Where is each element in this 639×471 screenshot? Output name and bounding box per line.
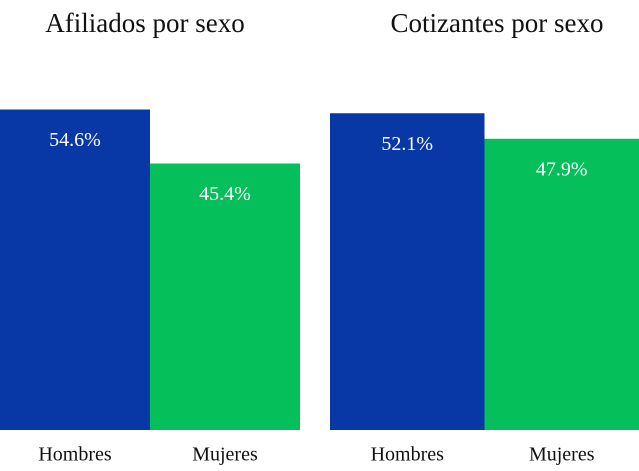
chart-title: Afiliados por sexo xyxy=(45,8,244,38)
bar xyxy=(330,113,485,431)
bar xyxy=(0,109,150,431)
bar xyxy=(484,138,639,430)
chart-title: Cotizantes por sexo xyxy=(391,8,604,38)
value-label: 54.6% xyxy=(49,129,101,151)
x-tick-label: Hombres xyxy=(38,444,112,466)
value-label: 47.9% xyxy=(536,158,588,180)
value-label: 45.4% xyxy=(199,183,251,205)
x-tick-label: Mujeres xyxy=(192,444,258,466)
value-label: 52.1% xyxy=(381,133,433,155)
x-tick-label: Hombres xyxy=(371,444,445,466)
x-tick-label: Mujeres xyxy=(529,444,595,466)
bar xyxy=(150,163,300,430)
